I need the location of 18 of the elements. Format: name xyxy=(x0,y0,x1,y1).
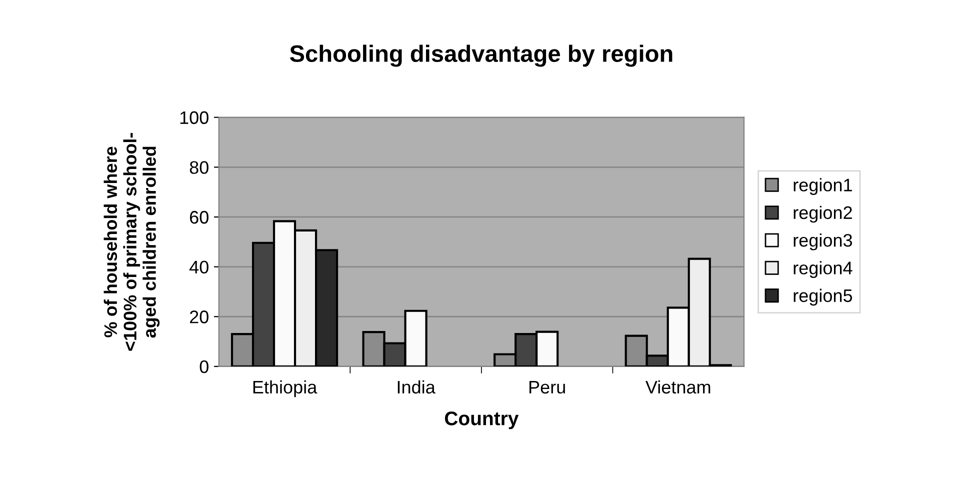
x-tick-label: India xyxy=(398,380,436,394)
legend-label: region5 xyxy=(794,288,852,306)
legend-label: region4 xyxy=(794,261,852,278)
legend-label: region1 xyxy=(794,178,852,195)
x-tick-label: Ethiopia xyxy=(253,380,318,398)
y-tick-label: 0 xyxy=(200,360,208,374)
y-axis-title: % of household where <100% of primary school- aged children enrolled xyxy=(104,132,160,351)
x-axis-title: Country xyxy=(444,412,519,430)
y-tick-label: 100 xyxy=(180,111,208,124)
y-tick-label: 40 xyxy=(189,260,208,274)
y-tick-label: 60 xyxy=(190,210,208,224)
y-tick-label: 80 xyxy=(190,161,208,174)
y-tick-label: 20 xyxy=(190,310,208,324)
x-tick-label: Peru xyxy=(529,380,565,394)
x-tick-label: Vietnam xyxy=(645,380,710,394)
legend-label: region3 xyxy=(794,233,852,250)
chart-title: Schooling disadvantage by region xyxy=(290,44,672,67)
legend-label: region2 xyxy=(794,206,852,223)
